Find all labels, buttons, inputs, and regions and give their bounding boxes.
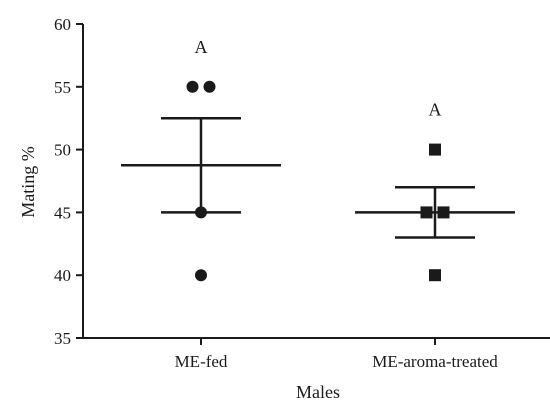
x-tick-label: ME-fed <box>175 352 228 371</box>
series-1: A <box>121 37 281 282</box>
significance-label: A <box>195 37 208 57</box>
y-axis-title: Mating % <box>18 146 38 218</box>
y-tick-label: 60 <box>54 15 71 34</box>
data-point <box>420 206 433 219</box>
y-tick-label: 40 <box>54 266 71 285</box>
series-layer: AA <box>121 37 515 282</box>
y-tick-label: 45 <box>54 203 71 222</box>
data-point <box>195 269 207 282</box>
x-tick-label: ME-aroma-treated <box>372 352 498 371</box>
series-2: A <box>355 100 515 282</box>
data-point <box>203 80 216 93</box>
data-point <box>186 80 199 93</box>
y-tick-label: 55 <box>54 78 71 97</box>
y-tick-label: 35 <box>54 329 71 348</box>
data-point <box>429 143 441 156</box>
y-axis: 35 40 45 50 55 60 <box>54 15 84 348</box>
x-axis-title: Males <box>296 382 340 402</box>
data-point <box>195 206 207 219</box>
y-tick-label: 50 <box>54 141 71 160</box>
data-point <box>437 206 450 219</box>
data-point <box>429 269 441 282</box>
x-axis: ME-fed ME-aroma-treated <box>83 337 550 371</box>
significance-label: A <box>429 100 442 120</box>
